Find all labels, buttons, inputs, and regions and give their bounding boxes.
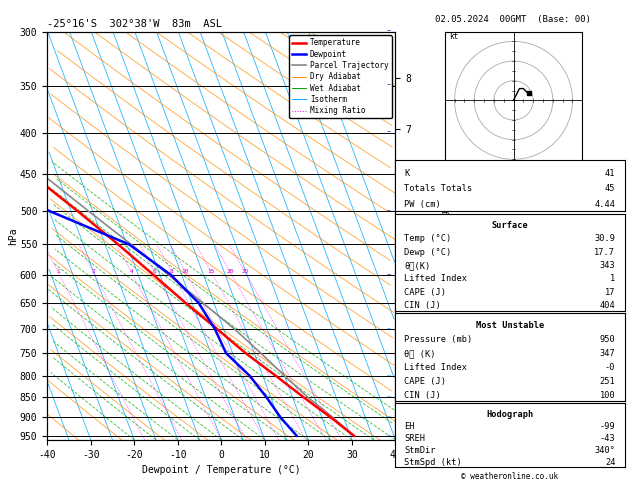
Text: 10: 10 xyxy=(182,269,189,275)
Text: 25: 25 xyxy=(241,269,248,275)
Text: ~: ~ xyxy=(387,326,391,332)
Text: Mixing Ratio (g/kg): Mixing Ratio (g/kg) xyxy=(441,192,450,279)
Text: 2: 2 xyxy=(91,269,95,275)
Text: ~: ~ xyxy=(387,433,391,439)
Text: K: K xyxy=(404,169,409,178)
Text: Hodograph: Hodograph xyxy=(486,410,533,419)
Text: ~: ~ xyxy=(387,414,391,420)
Text: 8: 8 xyxy=(170,269,174,275)
Text: Lifted Index: Lifted Index xyxy=(404,363,467,372)
Text: 1: 1 xyxy=(56,269,60,275)
Text: EH: EH xyxy=(404,422,415,431)
Text: 4.44: 4.44 xyxy=(594,200,615,209)
Text: ~: ~ xyxy=(387,272,391,278)
Text: Temp (°C): Temp (°C) xyxy=(404,234,452,243)
Text: StmDir: StmDir xyxy=(404,446,436,455)
Text: CAPE (J): CAPE (J) xyxy=(404,288,446,297)
Text: Pressure (mb): Pressure (mb) xyxy=(404,335,472,344)
Text: ~: ~ xyxy=(387,394,391,400)
Text: ~: ~ xyxy=(387,373,391,379)
Text: SREH: SREH xyxy=(404,434,425,443)
Text: 340°: 340° xyxy=(594,446,615,455)
Text: θᴄ (K): θᴄ (K) xyxy=(404,349,436,358)
X-axis label: Dewpoint / Temperature (°C): Dewpoint / Temperature (°C) xyxy=(142,465,301,475)
Text: CIN (J): CIN (J) xyxy=(404,301,441,310)
Legend: Temperature, Dewpoint, Parcel Trajectory, Dry Adiabat, Wet Adiabat, Isotherm, Mi: Temperature, Dewpoint, Parcel Trajectory… xyxy=(289,35,392,118)
Text: Dewp (°C): Dewp (°C) xyxy=(404,248,452,257)
Y-axis label: km
ASL: km ASL xyxy=(413,228,432,243)
Text: CAPE (J): CAPE (J) xyxy=(404,377,446,386)
Text: 1: 1 xyxy=(610,275,615,283)
Text: LCL: LCL xyxy=(413,369,428,378)
Text: 404: 404 xyxy=(599,301,615,310)
Text: -25°16'S  302°38'W  83m  ASL: -25°16'S 302°38'W 83m ASL xyxy=(47,19,222,30)
Text: PW (cm): PW (cm) xyxy=(404,200,441,209)
Text: © weatheronline.co.uk: © weatheronline.co.uk xyxy=(461,472,559,481)
Text: 30.9: 30.9 xyxy=(594,234,615,243)
Text: 02.05.2024  00GMT  (Base: 00): 02.05.2024 00GMT (Base: 00) xyxy=(435,15,591,24)
Text: -0: -0 xyxy=(605,363,615,372)
Text: -99: -99 xyxy=(599,422,615,431)
Text: 347: 347 xyxy=(599,349,615,358)
Text: Most Unstable: Most Unstable xyxy=(476,321,544,330)
Text: ~: ~ xyxy=(387,83,391,88)
Text: 6: 6 xyxy=(153,269,157,275)
Text: 17.7: 17.7 xyxy=(594,248,615,257)
Text: 17: 17 xyxy=(605,288,615,297)
Text: StmSpd (kt): StmSpd (kt) xyxy=(404,458,462,467)
Text: 950: 950 xyxy=(599,335,615,344)
Text: ~: ~ xyxy=(387,29,391,35)
Text: Lifted Index: Lifted Index xyxy=(404,275,467,283)
Text: 343: 343 xyxy=(599,261,615,270)
Y-axis label: hPa: hPa xyxy=(8,227,18,244)
Text: ~: ~ xyxy=(387,208,391,214)
Text: -43: -43 xyxy=(599,434,615,443)
Text: 4: 4 xyxy=(129,269,133,275)
Text: 15: 15 xyxy=(208,269,214,275)
Text: 45: 45 xyxy=(605,184,615,193)
Text: CIN (J): CIN (J) xyxy=(404,391,441,399)
Text: 24: 24 xyxy=(605,458,615,467)
Text: θᴄ(K): θᴄ(K) xyxy=(404,261,430,270)
Text: 41: 41 xyxy=(605,169,615,178)
Text: 251: 251 xyxy=(599,377,615,386)
Text: Totals Totals: Totals Totals xyxy=(404,184,472,193)
Text: 100: 100 xyxy=(599,391,615,399)
Text: Surface: Surface xyxy=(491,221,528,230)
Text: ~: ~ xyxy=(387,130,391,136)
Text: 20: 20 xyxy=(226,269,233,275)
Text: kt: kt xyxy=(448,33,458,41)
